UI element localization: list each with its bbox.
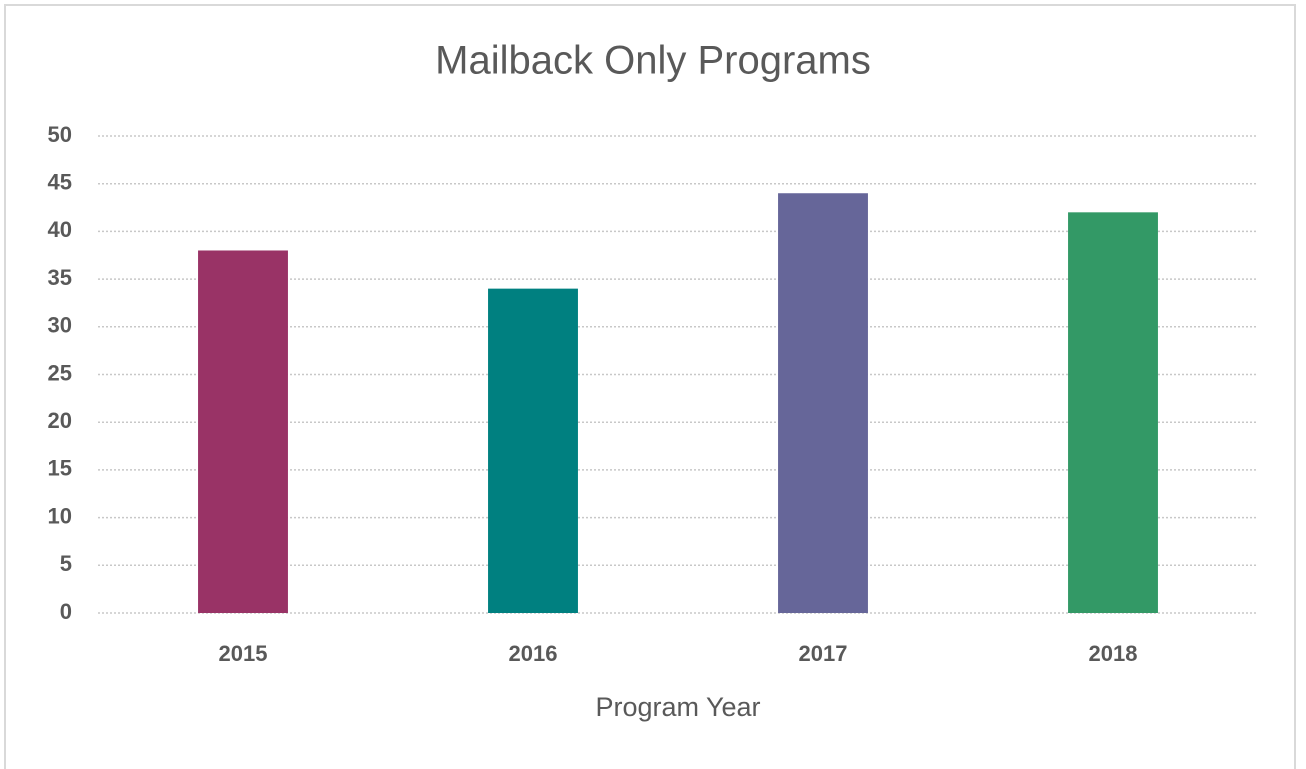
y-tick-label: 0 xyxy=(60,599,72,624)
y-tick-label: 15 xyxy=(48,456,72,481)
x-tick-label: 2017 xyxy=(799,641,848,666)
bar xyxy=(1068,212,1158,613)
bar xyxy=(488,288,578,613)
y-tick-label: 40 xyxy=(48,217,72,242)
x-tick-label: 2015 xyxy=(219,641,268,666)
y-tick-label: 20 xyxy=(48,408,72,433)
y-tick-label: 30 xyxy=(48,313,72,338)
bar xyxy=(778,193,868,614)
bar xyxy=(198,250,288,614)
y-tick-label: 50 xyxy=(48,122,72,147)
x-tick-label: 2016 xyxy=(509,641,558,666)
y-tick-label: 35 xyxy=(48,265,72,290)
x-axis-label: Program Year xyxy=(595,692,760,722)
y-tick-label: 45 xyxy=(48,170,72,195)
y-tick-label: 10 xyxy=(48,503,72,528)
y-tick-label: 25 xyxy=(48,360,72,385)
y-tick-label: 5 xyxy=(60,551,72,576)
x-tick-label: 2018 xyxy=(1089,641,1138,666)
chart-title: Mailback Only Programs xyxy=(435,39,871,83)
